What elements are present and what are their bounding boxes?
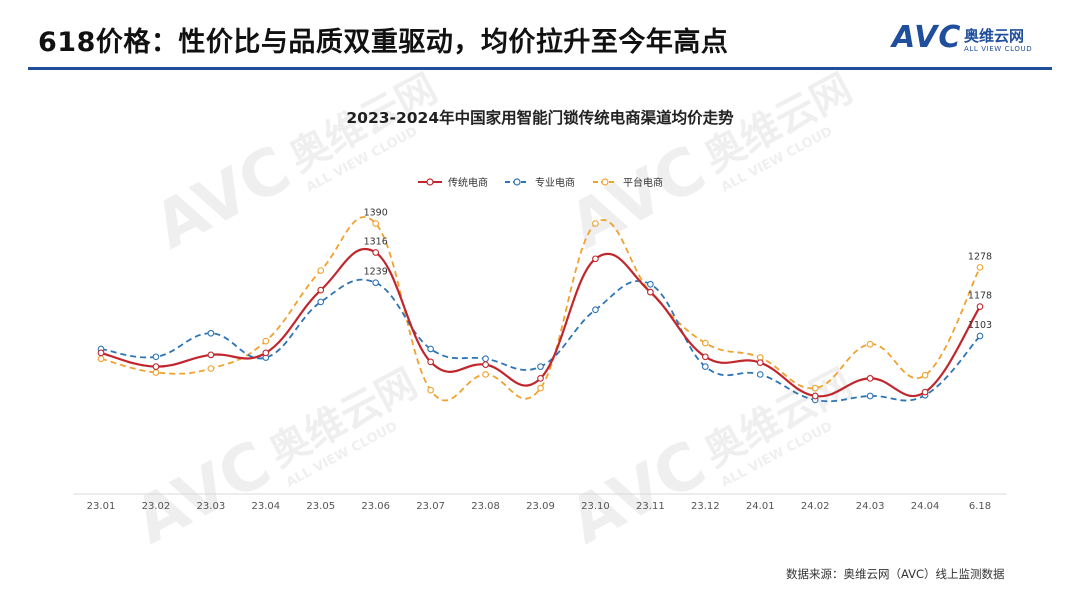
data-point	[427, 345, 434, 353]
x-tick-label: 24.02	[801, 501, 830, 512]
data-point	[866, 392, 874, 400]
data-point	[921, 371, 929, 379]
data-point	[537, 375, 544, 382]
data-point	[537, 363, 544, 370]
data-point	[866, 340, 874, 348]
legend-marker	[601, 178, 609, 186]
x-axis-ticks: 23.01 23.02 23.03 23.04 23.05 23.06 23.07 23.08…	[87, 501, 991, 512]
x-tick-label: 24.01	[746, 501, 775, 512]
x-tick-label: 23.02	[142, 501, 171, 512]
logo-mark: AVC	[892, 20, 962, 55]
x-tick-label: 24.03	[856, 501, 885, 512]
legend-label: 传统电商	[448, 176, 488, 189]
x-tick-label: 23.05	[306, 501, 335, 512]
data-point	[866, 375, 874, 382]
logo-english-name: ALL VIEW CLOUD	[964, 45, 1033, 53]
watermark-mark: AVC	[558, 427, 718, 559]
data-point	[976, 303, 984, 310]
data-point	[317, 267, 325, 274]
series-line	[100, 247, 981, 398]
data-point	[482, 355, 489, 363]
page-title: 618价格：性价比与品质双重驱动，均价拉升至今年高点	[38, 27, 729, 58]
data-point	[756, 359, 764, 367]
x-tick-label: 23.09	[526, 501, 555, 512]
data-point	[207, 351, 215, 359]
legend-label: 平台电商	[623, 176, 663, 189]
data-label: 1316	[364, 237, 388, 248]
chart-legend: 传统电商 专业电商 平台电商	[418, 176, 663, 189]
x-tick-label: 23.07	[416, 501, 445, 512]
data-label: 1239	[364, 267, 388, 278]
data-label: 1103	[968, 320, 992, 331]
data-point	[97, 355, 105, 363]
legend-marker	[426, 178, 434, 186]
data-point	[482, 371, 489, 378]
data-point	[372, 249, 380, 256]
data-point	[262, 337, 270, 345]
header-divider	[28, 67, 1052, 70]
data-point	[427, 358, 434, 366]
data-point	[262, 349, 270, 357]
x-tick-label: 23.12	[691, 501, 720, 512]
header: 618价格：性价比与品质双重驱动，均价拉升至今年高点 AVC 奥维云网 ALL …	[0, 0, 1080, 68]
watermark-mark: AVC	[143, 132, 303, 264]
data-point	[372, 279, 380, 287]
series-layer: 1316 1178 1239 1103 1390 1278	[97, 208, 992, 404]
data-point	[427, 386, 434, 394]
x-tick-label: 6.18	[969, 501, 991, 512]
data-point	[482, 361, 489, 368]
data-point	[921, 388, 929, 396]
data-point	[207, 365, 215, 372]
logo-chinese-name: 奥维云网	[964, 27, 1025, 45]
data-point	[756, 371, 764, 378]
watermark-mark: AVC	[558, 132, 718, 264]
x-tick-label: 23.06	[361, 501, 390, 512]
data-point	[976, 264, 984, 271]
x-tick-label: 24.04	[911, 501, 940, 512]
data-label: 1178	[968, 291, 992, 302]
data-point	[647, 280, 654, 288]
data-point	[701, 363, 709, 370]
data-point	[152, 353, 160, 361]
data-point	[152, 369, 160, 376]
data-point	[701, 339, 709, 347]
data-point	[207, 329, 215, 337]
data-point	[592, 306, 599, 314]
data-point	[152, 363, 160, 370]
data-point	[592, 220, 599, 227]
series-line	[100, 216, 981, 402]
x-tick-label: 23.03	[197, 501, 226, 512]
data-point	[701, 353, 709, 361]
data-point	[97, 349, 105, 357]
data-point	[811, 384, 819, 392]
data-point	[811, 392, 819, 400]
data-label: 1390	[364, 208, 388, 219]
data-source-note: 数据来源：奥维云网（AVC）线上监测数据	[786, 567, 1005, 581]
avc-logo: AVC 奥维云网 ALL VIEW CLOUD	[892, 20, 1057, 60]
data-label: 1278	[968, 251, 992, 262]
legend-marker	[513, 178, 521, 186]
data-point	[647, 288, 654, 296]
data-point	[372, 220, 380, 227]
x-tick-label: 23.04	[251, 501, 280, 512]
data-point	[592, 255, 599, 263]
x-tick-label: 23.11	[636, 501, 665, 512]
x-tick-label: 23.10	[581, 501, 610, 512]
watermark-mark: AVC	[123, 427, 283, 559]
data-point	[317, 286, 325, 294]
chart-title: 2023-2024年中国家用智能门锁传统电商渠道均价走势	[346, 109, 734, 127]
x-tick-label: 23.01	[87, 501, 116, 512]
data-point	[537, 384, 544, 392]
data-point	[317, 298, 325, 306]
legend-label: 专业电商	[535, 176, 575, 189]
x-tick-label: 23.08	[471, 501, 500, 512]
data-point	[976, 332, 984, 340]
